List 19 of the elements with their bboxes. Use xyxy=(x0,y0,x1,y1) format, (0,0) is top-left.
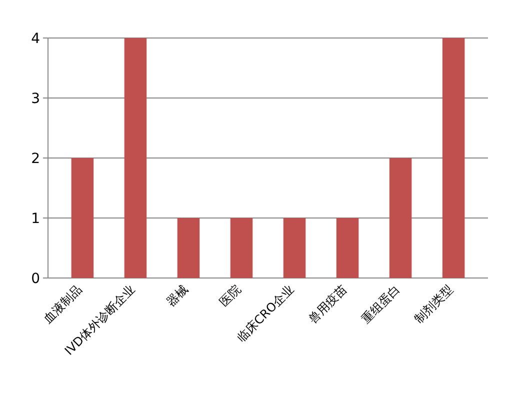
x-tick-label: 器械 xyxy=(164,282,191,310)
x-tick-label: 血液制品 xyxy=(40,282,85,326)
y-tick-label: 2 xyxy=(31,150,40,167)
y-tick-label: 1 xyxy=(31,210,40,227)
x-tick-label: 制剂类型 xyxy=(412,282,456,326)
bar xyxy=(336,218,359,278)
bar xyxy=(71,158,94,278)
bar xyxy=(177,218,200,278)
y-tick-label: 3 xyxy=(31,90,40,107)
bar xyxy=(283,218,306,278)
bar xyxy=(442,38,465,278)
y-tick-label: 4 xyxy=(31,30,40,47)
y-tick-label: 0 xyxy=(31,270,40,287)
x-tick-label: 重组蛋白 xyxy=(358,282,403,326)
x-tick-label: 医院 xyxy=(216,282,244,310)
bar xyxy=(230,218,253,278)
x-tick-label: 兽用疫苗 xyxy=(306,282,350,326)
bar xyxy=(389,158,412,278)
bar xyxy=(124,38,147,278)
